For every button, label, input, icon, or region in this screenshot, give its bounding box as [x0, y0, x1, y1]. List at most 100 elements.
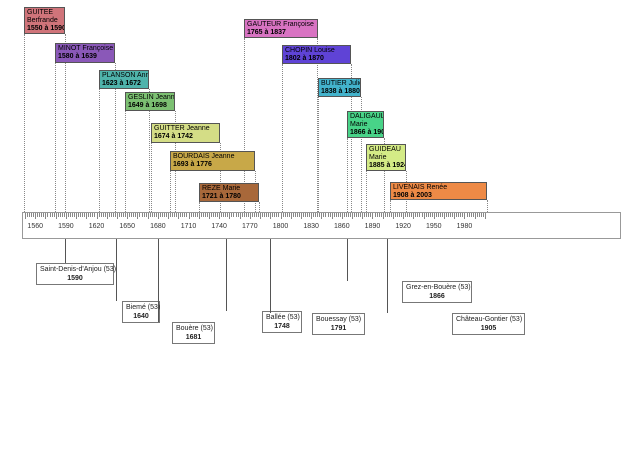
place-event-box[interactable]: Biemé (53) 1640 [122, 301, 160, 323]
person-name: CHOPIN Louise [285, 47, 335, 54]
person-bar[interactable]: BUTIER Julie 1838 à 1880 [318, 78, 361, 97]
place-event-box[interactable]: Saint-Denis-d'Anjou (53) 1590 [36, 263, 117, 285]
axis-tick [466, 213, 468, 217]
axis-tick [119, 213, 121, 217]
axis-tick [397, 213, 398, 217]
axis-tick [329, 213, 331, 217]
person-bar[interactable]: MINOT Françoise 1580 à 1639 [55, 43, 115, 63]
axis-tick [145, 213, 147, 217]
person-name: GESLIN Jeanne [128, 94, 175, 101]
axis-tick [300, 213, 302, 219]
axis-tick [390, 213, 392, 217]
death-guide-line [384, 138, 385, 212]
axis-tick [339, 213, 341, 217]
birth-guide-line [125, 111, 126, 212]
axis-tick [284, 213, 286, 217]
axis-tick [364, 213, 366, 217]
event-place: Saint-Denis-d'Anjou (53) [40, 266, 117, 273]
person-bar[interactable]: GAUTEUR Françoise 1765 à 1837 [244, 19, 318, 38]
axis-tick [74, 213, 76, 217]
axis-tick [45, 213, 47, 219]
person-bar[interactable]: PLANSON Anne 1623 à 1672 [99, 70, 149, 89]
person-bar[interactable]: GESLIN Jeanne 1649 à 1698 [125, 92, 175, 111]
person-bar[interactable]: BOURDAIS Jeanne 1693 à 1776 [170, 151, 255, 171]
person-bar[interactable]: GUITEE Berfrande 1550 à 1590 [24, 7, 65, 34]
place-event-box[interactable]: Ballée (53) 1748 [262, 311, 302, 333]
axis-tick [251, 213, 253, 217]
axis-tick [331, 213, 333, 219]
axis-tick [317, 213, 319, 217]
axis-tick [380, 213, 382, 217]
place-event-box[interactable]: Bouessay (53) 1791 [312, 313, 365, 335]
axis-tick [325, 213, 327, 217]
axis-tick [315, 213, 317, 217]
axis-tick [159, 213, 161, 217]
birth-guide-line [318, 97, 319, 212]
axis-tick [237, 213, 239, 217]
person-bar[interactable]: LIVENAIS Renée 1908 à 2003 [390, 182, 487, 200]
person-bar[interactable]: DALIGAULTMarie1866 à 1902 [347, 111, 384, 138]
person-years: 1838 à 1880 [321, 88, 360, 95]
person-name: GAUTEUR Françoise [247, 21, 314, 28]
event-year: 1748 [274, 323, 290, 330]
axis-tick [260, 213, 262, 219]
axis-tick [423, 213, 425, 219]
person-bar[interactable]: REZE Marie 1721 à 1780 [199, 183, 259, 202]
axis-tick [311, 213, 313, 219]
axis-tick [184, 213, 186, 217]
event-year: 1590 [67, 275, 83, 282]
axis-tick [480, 213, 482, 217]
axis-tick [444, 213, 446, 219]
axis-tick [258, 213, 260, 217]
axis-tick [278, 213, 280, 217]
axis-tick [264, 213, 266, 217]
event-place: Bouère (53) [176, 325, 213, 332]
axis-tick [139, 213, 141, 217]
axis-tick [39, 213, 41, 217]
axis-tick [372, 213, 374, 219]
axis-tick [131, 213, 133, 217]
axis-tick [302, 213, 304, 217]
event-year: 1681 [185, 334, 202, 341]
axis-year-label: 1650 [119, 223, 135, 230]
axis-tick [333, 213, 335, 217]
axis-tick [186, 213, 188, 217]
axis-tick [25, 213, 26, 219]
axis-tick [476, 213, 478, 217]
person-bar[interactable]: CHOPIN Louise 1802 à 1870 [282, 45, 351, 64]
axis-tick [405, 213, 407, 217]
axis-tick [288, 213, 290, 217]
axis-tick [31, 213, 33, 217]
axis-tick [221, 213, 223, 217]
event-connector [116, 239, 117, 301]
axis-tick [356, 213, 358, 217]
axis-tick [76, 213, 78, 219]
place-event-box[interactable]: Grez-en-Bouère (53) 1866 [402, 281, 472, 303]
birth-guide-line [282, 64, 283, 212]
axis-tick [446, 213, 448, 217]
place-event-box[interactable]: Château-Gontier (53) 1905 [452, 313, 525, 335]
axis-tick [110, 213, 112, 217]
axis-year-label: 1800 [272, 223, 289, 230]
axis-tick [217, 213, 219, 217]
axis-tick [84, 213, 86, 217]
axis-tick [129, 213, 131, 217]
axis-tick [478, 213, 480, 217]
axis-tick [241, 213, 243, 217]
birth-guide-line [199, 202, 200, 212]
axis-tick [188, 213, 190, 219]
axis-tick [403, 213, 405, 219]
axis-tick [382, 213, 384, 219]
person-name: LIVENAIS Renée [393, 184, 448, 191]
axis-tick [78, 213, 80, 217]
place-event-box[interactable]: Bouère (53) 1681 [172, 322, 215, 344]
year-axis: 1560 1590 1620 1650 1680 1710 1740 1770 1800 1830… [22, 212, 621, 239]
axis-tick [247, 213, 249, 217]
axis-tick [133, 213, 135, 217]
person-bar[interactable]: GUITTER Jeanne 1674 à 1742 [151, 123, 220, 143]
person-bar[interactable]: GUIDEAU Marie 1885 à 1924 [366, 144, 406, 171]
axis-tick [276, 213, 278, 217]
death-guide-line [65, 34, 66, 212]
axis-tick [366, 213, 368, 217]
